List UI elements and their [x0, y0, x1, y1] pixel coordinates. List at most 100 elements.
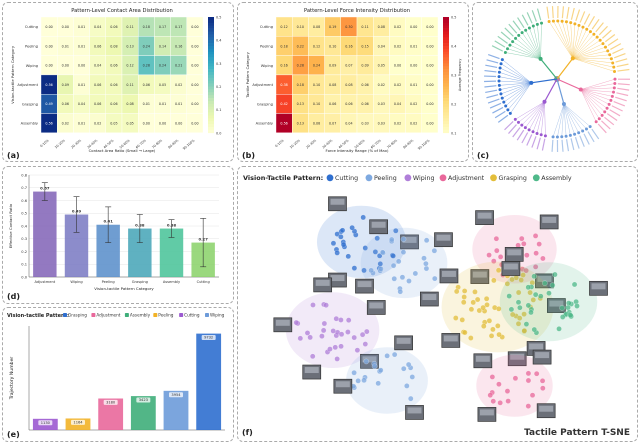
leaf-node: [506, 47, 509, 50]
tsne-point: [537, 241, 542, 246]
leaf-label: [552, 6, 554, 18]
colorbar-segment: [443, 107, 449, 110]
colorbar-segment: [208, 34, 214, 37]
colorbar-segment: [208, 115, 214, 118]
tree-edge: [573, 51, 608, 58]
value-label: 0.41: [103, 219, 113, 224]
col-label: 90-100%: [417, 139, 431, 151]
cell-value: 0.08: [345, 83, 352, 87]
tsne-point: [380, 250, 385, 255]
value-label: 1130: [41, 421, 51, 425]
value-label: 9732: [204, 336, 213, 340]
leaf-node: [577, 131, 580, 134]
cell-value: 0.10: [313, 102, 320, 106]
colorbar-segment: [208, 84, 214, 87]
leaf-node: [552, 135, 555, 138]
tsne-point: [472, 289, 477, 294]
y-tick: 0.3: [21, 237, 27, 241]
cell-value: 0.00: [191, 83, 198, 87]
leaf-node: [514, 118, 517, 121]
cell-value: 0.11: [361, 25, 368, 29]
colorbar-segment: [443, 113, 449, 116]
leaf-node: [561, 20, 564, 23]
tsne-point: [487, 318, 492, 323]
tsne-point: [360, 332, 365, 337]
leaf-label: [608, 38, 619, 46]
leaf-label: [517, 17, 524, 28]
cell-value: 0.10: [297, 25, 304, 29]
tree-edge: [553, 21, 572, 58]
colorbar-segment: [443, 84, 449, 87]
sample-thumbnail-detail: [442, 271, 456, 277]
panel-label: (b): [242, 151, 255, 160]
cell-value: 0.00: [191, 25, 198, 29]
row-label: Peeling: [25, 44, 38, 48]
tsne-point: [526, 403, 531, 408]
y-axis-label: Trajectory Number: [9, 357, 15, 401]
cell-value: 0.00: [191, 121, 198, 125]
tsne-point: [489, 333, 494, 338]
tsne-point: [526, 378, 531, 383]
colorbar-tick: 0.4: [451, 44, 456, 48]
leaf-node: [601, 114, 604, 117]
leaf-label: [613, 101, 625, 107]
leaf-label: [557, 140, 558, 152]
leaf-node: [517, 34, 520, 37]
tsne-point: [392, 276, 397, 281]
cell-value: 0.00: [78, 64, 85, 68]
cell-value: 0.04: [78, 102, 85, 106]
tsne-point: [389, 237, 394, 242]
col-label: 10-20%: [54, 139, 66, 150]
cell-value: 0.05: [126, 121, 133, 125]
leaf-node: [585, 28, 588, 31]
leaf-label: [488, 54, 500, 59]
tree-branch: [531, 79, 557, 83]
tsne-point: [481, 305, 486, 310]
tsne-point: [376, 381, 381, 386]
heatmap-a: Pattern-Level Contact Area DistributionC…: [3, 3, 233, 161]
legend-swatch: [533, 174, 540, 181]
leaf-label: [486, 94, 498, 98]
row-label: Grasping: [22, 102, 38, 106]
col-label: 80-90%: [167, 139, 179, 150]
tsne-point: [408, 396, 413, 401]
leaf-node: [504, 51, 507, 54]
tsne-point: [346, 254, 351, 259]
sample-thumbnail-detail: [444, 335, 458, 341]
leaf-label: [494, 40, 505, 47]
cell-value: 0.08: [126, 102, 133, 106]
colorbar-segment: [443, 43, 449, 46]
tsne-point: [526, 371, 531, 376]
colorbar-segment: [208, 86, 214, 89]
leaf-node: [609, 99, 612, 102]
panel-label: (d): [7, 292, 20, 301]
cell-value: 0.04: [345, 121, 352, 125]
y-tick: 0.2: [21, 250, 27, 254]
colorbar-segment: [208, 104, 214, 107]
tsne-point: [338, 234, 343, 239]
leaf-node: [613, 86, 616, 89]
cell-value: 0.00: [45, 64, 52, 68]
value-label: 0.49: [72, 209, 82, 214]
tree-branch: [557, 58, 573, 79]
leaf-node: [504, 105, 507, 108]
leaf-label: [551, 140, 553, 152]
colorbar-segment: [443, 101, 449, 104]
row-label: Adjustment: [17, 83, 38, 87]
colorbar-segment: [208, 113, 214, 116]
tsne-point: [385, 353, 390, 358]
legend-swatch: [327, 174, 334, 181]
tree-edge: [508, 83, 531, 110]
sample-thumbnail-detail: [542, 217, 556, 223]
cell-value: 0.17: [175, 25, 182, 29]
colorbar-segment: [443, 40, 449, 43]
tree-edge: [573, 58, 614, 67]
leaf-node: [608, 103, 611, 106]
x-axis-label: Contact Area Ratio (Small → Large): [89, 148, 156, 153]
cell-value: 0.06: [329, 102, 336, 106]
cell-value: 0.00: [62, 25, 69, 29]
cell-value: 0.06: [361, 102, 368, 106]
value-label: 0.27: [198, 237, 208, 242]
